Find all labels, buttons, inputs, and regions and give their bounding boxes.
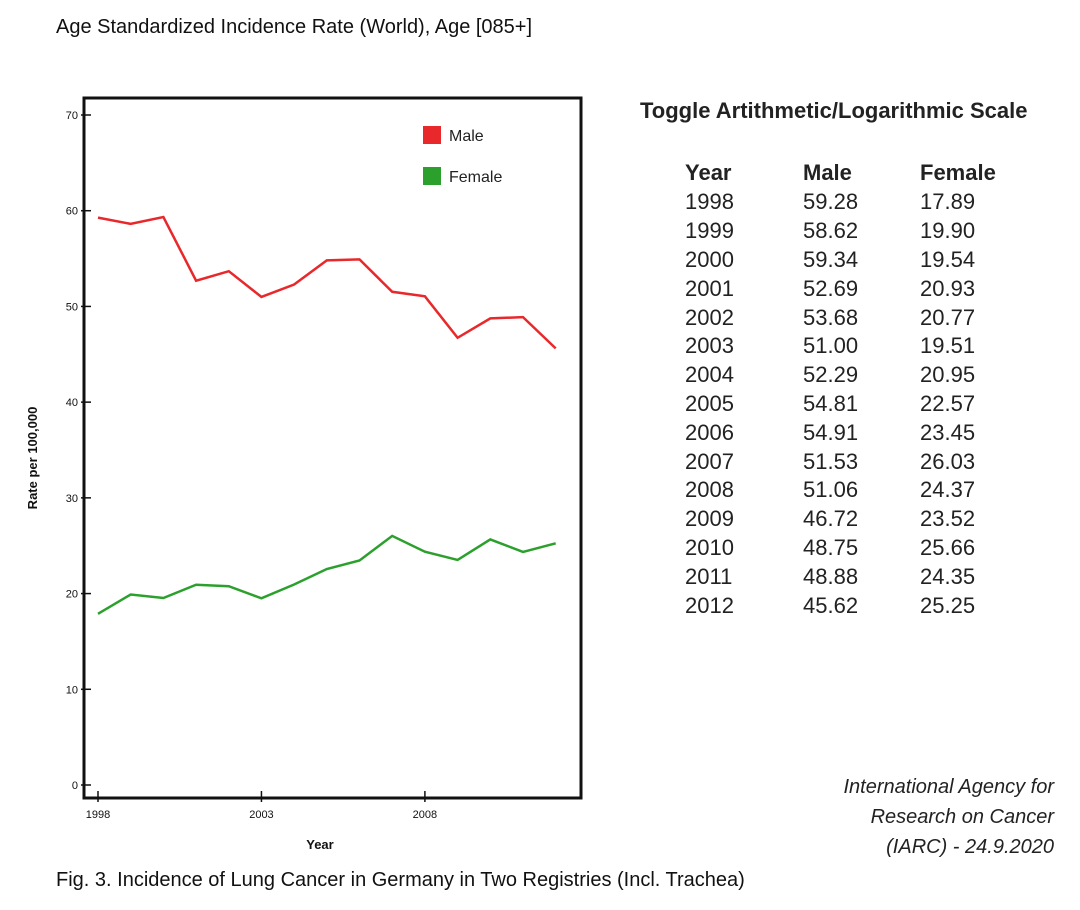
scale-toggle-button[interactable]: Toggle Artithmetic/Logarithmic Scale — [640, 98, 1028, 123]
cell-female: 19.51 — [920, 333, 976, 359]
cell-year: 2002 — [685, 304, 734, 330]
y-axis-label: Rate per 100,000 — [25, 407, 40, 510]
cell-male: 51.06 — [803, 477, 859, 503]
table-row: 2006 54.91 23.45 — [685, 418, 1020, 447]
cell-year: 2006 — [685, 419, 734, 445]
table-row: 2002 53.68 20.77 — [685, 303, 1020, 332]
cell-female: 20.77 — [920, 304, 976, 330]
cell-female: 20.93 — [920, 275, 976, 301]
header-year: Year — [685, 160, 732, 185]
cell-female: 25.66 — [920, 534, 976, 560]
table-row: 2000 59.34 19.54 — [685, 246, 1020, 275]
table-row: 2012 45.62 25.25 — [685, 591, 1020, 620]
cell-male: 54.81 — [803, 390, 859, 416]
cell-year: 2011 — [685, 563, 733, 589]
table-row: 2005 54.81 22.57 — [685, 390, 1020, 419]
cell-male: 48.75 — [803, 534, 859, 560]
table-row: 2007 51.53 26.03 — [685, 447, 1020, 476]
source-note: International Agency for Research on Can… — [843, 776, 1055, 858]
cell-male: 53.68 — [803, 304, 859, 330]
cell-male: 52.29 — [803, 362, 859, 388]
y-tick-label: 40 — [66, 397, 78, 409]
y-tick-label: 10 — [66, 684, 78, 696]
cell-year: 2005 — [685, 390, 734, 416]
cell-male: 52.69 — [803, 275, 859, 301]
cell-year: 2008 — [685, 477, 734, 503]
y-tick-label: 60 — [66, 206, 78, 218]
table-row: 1999 58.62 19.90 — [685, 217, 1020, 246]
y-tick-label: 70 — [66, 110, 78, 122]
cell-female: 24.37 — [920, 477, 976, 503]
table-body: 1998 59.28 17.89 1999 58.62 19.90 2000 59.34 19.… — [685, 188, 1020, 620]
cell-male: 46.72 — [803, 506, 859, 532]
legend-swatch-male — [423, 126, 441, 144]
figure-caption: Fig. 3. Incidence of Lung Cancer in Germ… — [56, 869, 745, 891]
cell-year: 1998 — [685, 189, 734, 215]
table-header-row: Year Male Female — [685, 158, 1020, 188]
page-title: Age Standardized Incidence Rate (World),… — [56, 16, 533, 38]
x-tick-label: 1998 — [86, 809, 110, 821]
cell-female: 17.89 — [920, 189, 976, 215]
x-axis-label: Year — [306, 837, 333, 852]
cell-year: 1999 — [685, 218, 734, 244]
header-male: Male — [803, 160, 852, 185]
y-axis: 0 10 20 30 40 50 60 70 — [66, 110, 91, 792]
header-female: Female — [920, 160, 996, 185]
cell-female: 25.25 — [920, 592, 976, 618]
series-line-female — [97, 534, 557, 615]
table-row: 2008 51.06 24.37 — [685, 476, 1020, 505]
cell-female: 19.90 — [920, 218, 976, 244]
cell-female: 19.54 — [920, 246, 976, 272]
y-tick-label: 30 — [66, 493, 78, 505]
cell-year: 2007 — [685, 448, 734, 474]
cell-male: 59.28 — [803, 189, 859, 215]
cell-year: 2012 — [685, 592, 734, 618]
y-tick-label: 0 — [72, 780, 78, 792]
data-table: Year Male Female 1998 59.28 17.89 1999 58.62… — [685, 158, 1020, 620]
cell-female: 20.95 — [920, 362, 976, 388]
series-line-male — [97, 215, 557, 350]
plot-frame — [82, 96, 583, 800]
series-lines — [97, 215, 557, 615]
cell-female: 22.57 — [920, 390, 976, 416]
cell-male: 51.53 — [803, 448, 859, 474]
table-row: 2004 52.29 20.95 — [685, 361, 1020, 390]
cell-year: 2003 — [685, 333, 734, 359]
table-row: 2010 48.75 25.66 — [685, 534, 1020, 563]
cell-male: 51.00 — [803, 333, 859, 359]
cell-female: 26.03 — [920, 448, 976, 474]
legend: Male Female — [423, 126, 502, 186]
table-row: 2011 48.88 24.35 — [685, 562, 1020, 591]
cell-year: 2004 — [685, 362, 734, 388]
cell-male: 48.88 — [803, 563, 859, 589]
cell-female: 23.52 — [920, 506, 976, 532]
table-row: 2009 46.72 23.52 — [685, 505, 1020, 534]
x-tick-label: 2008 — [413, 809, 437, 821]
x-axis: 1998 2003 2008 — [86, 791, 437, 821]
legend-label-female: Female — [449, 169, 502, 186]
cell-male: 45.62 — [803, 592, 859, 618]
cell-year: 2010 — [685, 534, 734, 560]
legend-swatch-female — [423, 167, 441, 185]
cell-male: 54.91 — [803, 419, 859, 445]
cell-male: 59.34 — [803, 246, 859, 272]
cell-female: 24.35 — [920, 563, 976, 589]
table-row: 1998 59.28 17.89 — [685, 188, 1020, 217]
y-tick-label: 50 — [66, 301, 78, 313]
cell-male: 58.62 — [803, 218, 859, 244]
cell-female: 23.45 — [920, 419, 976, 445]
cell-year: 2000 — [685, 246, 734, 272]
cell-year: 2009 — [685, 506, 734, 532]
legend-label-male: Male — [449, 128, 484, 145]
table-row: 2001 52.69 20.93 — [685, 274, 1020, 303]
y-tick-label: 20 — [66, 589, 78, 601]
x-tick-label: 2003 — [249, 809, 273, 821]
table-row: 2003 51.00 19.51 — [685, 332, 1020, 361]
cell-year: 2001 — [685, 275, 734, 301]
